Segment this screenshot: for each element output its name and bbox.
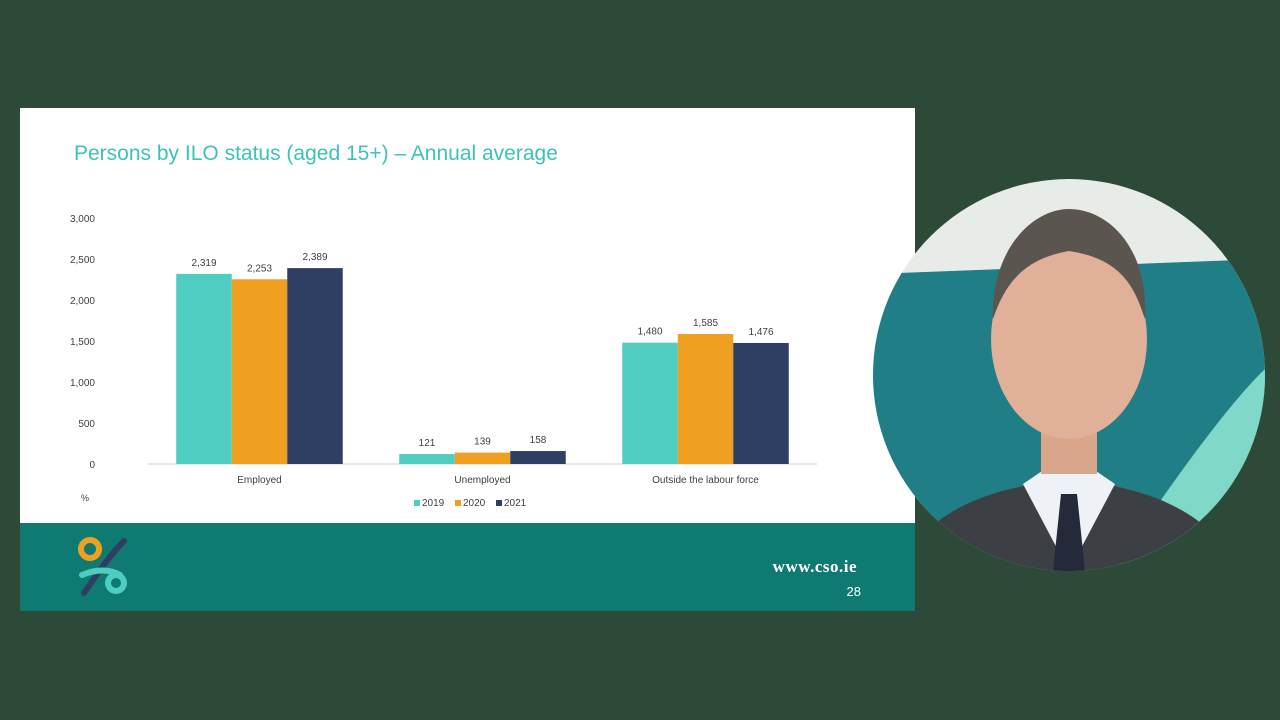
bar [677,334,734,464]
bar-data-label: 1,585 [693,318,718,329]
bar [287,268,343,464]
bar-data-label: 2,389 [302,252,327,263]
bar-data-label: 1,480 [637,327,662,338]
bar-data-label: 121 [419,438,436,449]
y-unit-label: % [81,493,89,503]
legend-swatch [455,500,461,506]
y-tick-label: 3,000 [70,214,95,225]
legend-label: 2021 [504,498,527,509]
legend-swatch [414,500,420,506]
presenter-video-icon [873,179,1265,571]
category-label: Outside the labour force [652,475,759,486]
y-tick-label: 0 [89,460,95,471]
bar-data-label: 1,476 [748,327,773,338]
presentation-slide: Persons by ILO status (aged 15+) – Annua… [20,108,915,611]
bar [454,452,511,464]
bar [176,273,232,464]
bar-data-label: 2,319 [191,258,216,269]
cso-logo-icon [78,537,127,596]
legend-label: 2019 [422,498,445,509]
y-tick-label: 1,500 [70,337,95,348]
slide-title: Persons by ILO status (aged 15+) – Annua… [74,142,558,165]
bar-data-label: 158 [530,435,547,446]
bar [510,451,566,464]
bar [622,342,678,464]
category-label: Unemployed [454,475,510,486]
y-tick-label: 2,500 [70,255,95,266]
site-url: www.cso.ie [772,557,857,576]
y-tick-label: 2,000 [70,296,95,307]
bar-chart: 0 500 1,000 1,500 2,000 2,500 3,000% 2,319 2,253… [70,214,817,509]
legend-label: 2020 [463,498,486,509]
y-tick-label: 1,000 [70,378,95,389]
category-label: Employed [237,475,281,486]
bar-data-label: 139 [474,437,491,448]
bar [733,342,789,464]
bar [399,454,455,464]
page-number: 28 [846,584,861,599]
slide-footer: www.cso.ie 28 [20,523,915,611]
y-tick-label: 500 [78,419,95,430]
bar-data-label: 2,253 [247,263,272,274]
bar [231,279,288,464]
legend-swatch [496,500,502,506]
